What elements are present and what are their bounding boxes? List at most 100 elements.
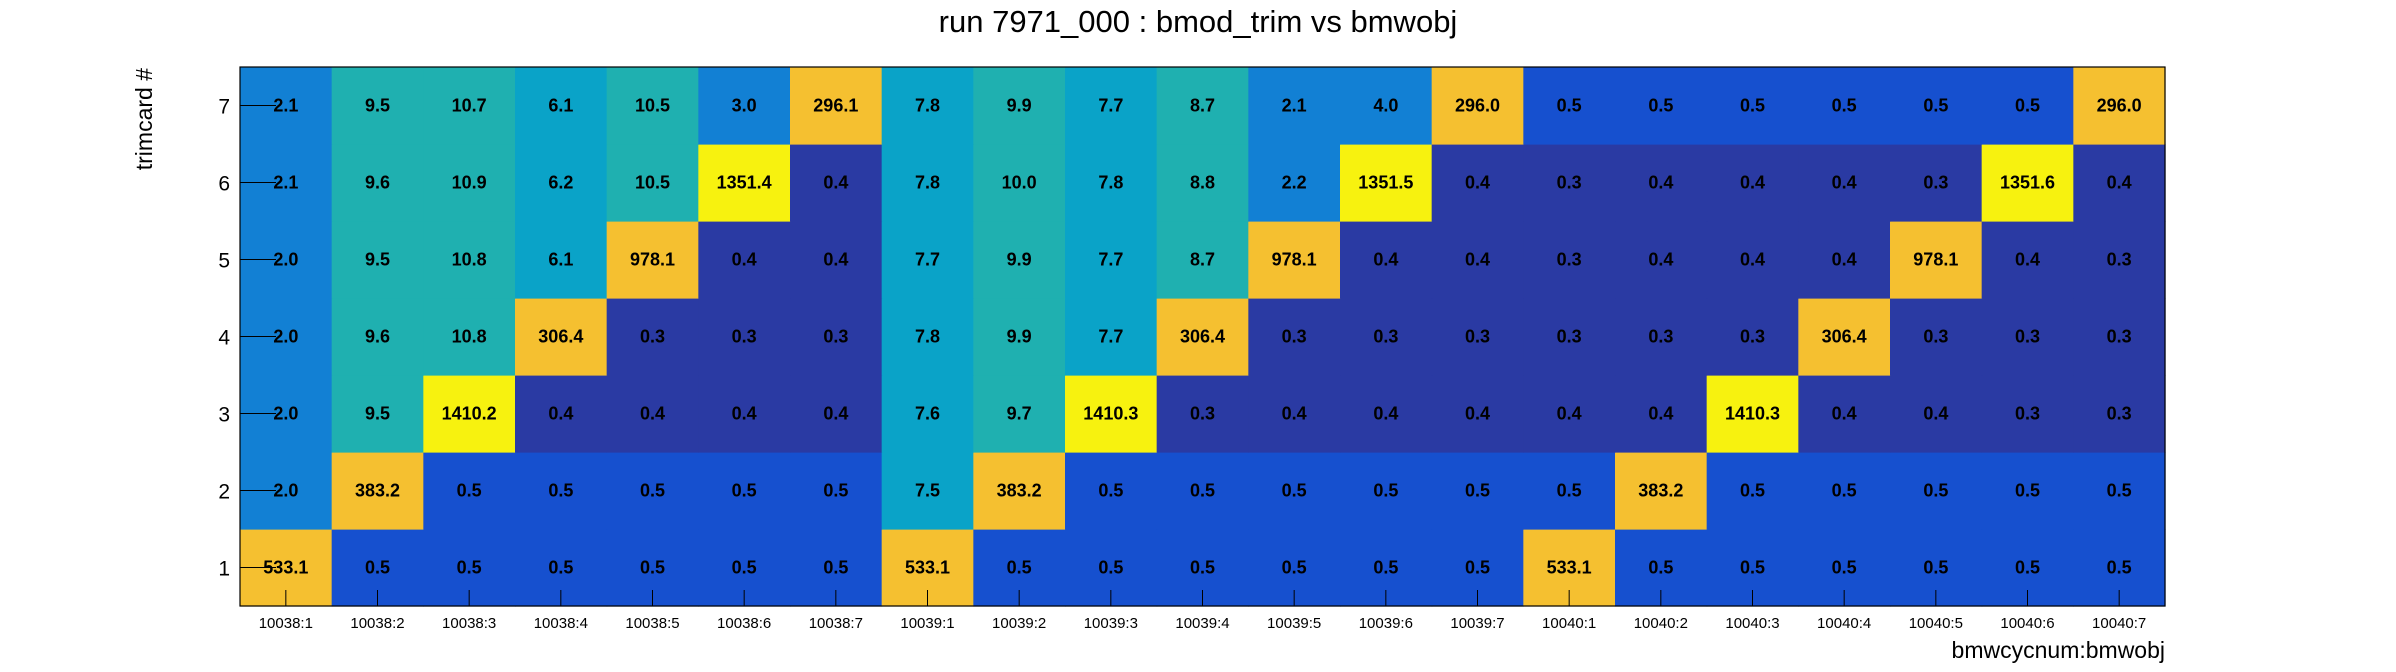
cell-value-label: 0.5 bbox=[1190, 481, 1215, 501]
heatmap-cell bbox=[2073, 221, 2166, 299]
cell-value-label: 0.3 bbox=[1740, 327, 1765, 347]
cell-value-label: 0.5 bbox=[1557, 481, 1582, 501]
cell-value-label: 0.4 bbox=[2015, 250, 2040, 270]
cell-value-label: 0.5 bbox=[1648, 96, 1673, 116]
heatmap-cell bbox=[1065, 375, 1158, 453]
heatmap-cell bbox=[1798, 375, 1891, 453]
heatmap-cell bbox=[1248, 221, 1341, 299]
heatmap-cell bbox=[1706, 375, 1799, 453]
cell-value-label: 1351.5 bbox=[1358, 173, 1413, 193]
heatmap-cell bbox=[1523, 452, 1616, 530]
heatmap-cell bbox=[790, 144, 883, 222]
x-tick-label: 10038:5 bbox=[625, 615, 679, 632]
cell-value-label: 0.3 bbox=[1923, 327, 1948, 347]
cell-value-label: 7.8 bbox=[915, 327, 940, 347]
cell-value-label: 0.4 bbox=[1465, 173, 1490, 193]
cell-value-label: 1410.3 bbox=[1083, 404, 1138, 424]
x-tick-label: 10040:3 bbox=[1725, 615, 1779, 632]
heatmap-cell bbox=[973, 298, 1066, 376]
cell-value-label: 0.5 bbox=[365, 558, 390, 578]
cell-value-label: 0.3 bbox=[2107, 404, 2132, 424]
heatmap-cell bbox=[1981, 452, 2074, 530]
cell-value-label: 0.4 bbox=[1648, 173, 1673, 193]
cell-value-label: 7.6 bbox=[915, 404, 940, 424]
heatmap-cell bbox=[1523, 221, 1616, 299]
cell-value-label: 0.5 bbox=[1740, 481, 1765, 501]
cell-value-label: 2.1 bbox=[1282, 96, 1307, 116]
cell-value-label: 6.1 bbox=[548, 250, 573, 270]
cell-value-label: 9.9 bbox=[1007, 96, 1032, 116]
cell-value-label: 10.5 bbox=[635, 96, 670, 116]
cell-value-label: 0.5 bbox=[1832, 481, 1857, 501]
cell-value-label: 1410.2 bbox=[442, 404, 497, 424]
cell-value-label: 0.5 bbox=[823, 558, 848, 578]
heatmap-cell bbox=[1248, 375, 1341, 453]
heatmap-cell bbox=[1523, 144, 1616, 222]
heatmap-cell bbox=[698, 221, 791, 299]
cell-value-label: 0.3 bbox=[1923, 173, 1948, 193]
heatmap-cell bbox=[973, 452, 1066, 530]
cell-value-label: 8.7 bbox=[1190, 96, 1215, 116]
heatmap-cell bbox=[1890, 452, 1983, 530]
heatmap-cell bbox=[1615, 298, 1708, 376]
y-tick-label: 7 bbox=[218, 96, 230, 119]
cell-value-label: 0.3 bbox=[1557, 173, 1582, 193]
cell-value-label: 10.8 bbox=[452, 250, 487, 270]
heatmap-cell bbox=[881, 298, 974, 376]
cell-value-label: 7.7 bbox=[1098, 327, 1123, 347]
cell-value-label: 10.0 bbox=[1002, 173, 1037, 193]
cell-value-label: 0.3 bbox=[2015, 327, 2040, 347]
x-tick-label: 10039:4 bbox=[1175, 615, 1229, 632]
heatmap-cell bbox=[2073, 452, 2166, 530]
heatmap-cell bbox=[698, 452, 791, 530]
y-tick-label: 6 bbox=[218, 173, 230, 196]
cell-value-label: 7.5 bbox=[915, 481, 940, 501]
heatmap-cell bbox=[515, 67, 608, 145]
cell-value-label: 9.9 bbox=[1007, 250, 1032, 270]
cell-value-label: 383.2 bbox=[1638, 481, 1683, 501]
cell-value-label: 4.0 bbox=[1373, 96, 1398, 116]
heatmap-cell bbox=[1706, 298, 1799, 376]
cell-value-label: 0.5 bbox=[640, 558, 665, 578]
heatmap-cell bbox=[790, 67, 883, 145]
axes: 10038:1 10038:2 10038:3 10038:4 10038:5 10038… bbox=[218, 66, 2166, 632]
heatmap-cell bbox=[973, 144, 1066, 222]
heatmap-cell bbox=[423, 144, 516, 222]
x-tick-label: 10040:1 bbox=[1542, 615, 1596, 632]
cell-value-label: 0.3 bbox=[732, 327, 757, 347]
cell-value-label: 0.4 bbox=[823, 404, 848, 424]
heatmap-cell bbox=[1798, 67, 1891, 145]
heatmap-cell bbox=[1248, 144, 1341, 222]
cell-value-label: 0.4 bbox=[1832, 173, 1857, 193]
cell-value-label: 383.2 bbox=[355, 481, 400, 501]
heatmap-cell bbox=[606, 452, 699, 530]
heatmap-cell bbox=[1156, 452, 1249, 530]
heatmap-cell bbox=[1156, 67, 1249, 145]
heatmap-cell bbox=[1431, 67, 1524, 145]
cell-value-label: 1351.6 bbox=[2000, 173, 2055, 193]
cell-value-label: 0.5 bbox=[1740, 96, 1765, 116]
heatmap-cell bbox=[1890, 144, 1983, 222]
cell-value-label: 0.5 bbox=[1098, 558, 1123, 578]
heatmap-cell bbox=[1615, 221, 1708, 299]
heatmap-cell bbox=[881, 144, 974, 222]
cell-value-label: 0.4 bbox=[1373, 404, 1398, 424]
cell-value-label: 0.4 bbox=[732, 404, 757, 424]
heatmap-cell bbox=[606, 375, 699, 453]
heatmap-cell bbox=[881, 452, 974, 530]
cell-value-label: 0.4 bbox=[2107, 173, 2132, 193]
cell-value-label: 978.1 bbox=[1913, 250, 1958, 270]
cell-value-label: 0.5 bbox=[1190, 558, 1215, 578]
heatmap-cell bbox=[1523, 375, 1616, 453]
heatmap-cell bbox=[1248, 452, 1341, 530]
heatmap-cell bbox=[1431, 375, 1524, 453]
heatmap-cell bbox=[698, 144, 791, 222]
cell-value-label: 0.5 bbox=[1923, 96, 1948, 116]
cell-value-label: 0.5 bbox=[1282, 558, 1307, 578]
cell-value-label: 0.5 bbox=[2107, 558, 2132, 578]
cell-value-label: 9.9 bbox=[1007, 327, 1032, 347]
heatmap-cell bbox=[1615, 144, 1708, 222]
cell-value-label: 9.5 bbox=[365, 250, 390, 270]
heatmap-cell bbox=[423, 67, 516, 145]
